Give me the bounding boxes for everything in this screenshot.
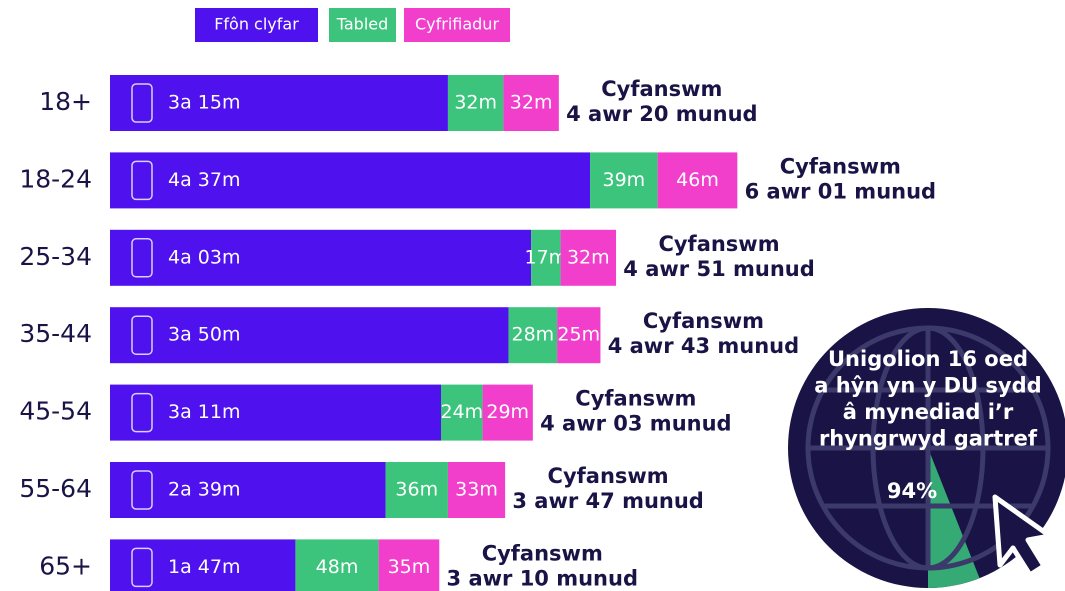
total-label: 4 awr 20 munud <box>566 102 757 126</box>
total-label: 3 awr 47 munud <box>512 489 703 513</box>
bar-label: 29m <box>486 401 529 423</box>
badge-text: a hŷn yn y DU sydd <box>814 374 1041 398</box>
category-label: 65+ <box>39 551 92 580</box>
category-label: 55-64 <box>19 474 92 503</box>
total-title: Cyfanswm <box>643 309 764 333</box>
badge-value: 94% <box>887 479 937 503</box>
total-label: 4 awr 43 munud <box>608 334 799 358</box>
bar-label: 3a 11m <box>168 401 240 423</box>
badge-text: rhyngrwyd gartref <box>819 427 1038 451</box>
bar-label: 2a 39m <box>168 479 240 501</box>
bar-label: 3a 50m <box>168 324 240 346</box>
bar-label: 48m <box>316 556 359 578</box>
total-label: 4 awr 51 munud <box>623 257 814 281</box>
legend-label: Cyfrifiadur <box>415 15 499 34</box>
bar-label: 33m <box>455 479 498 501</box>
total-title: Cyfanswm <box>548 464 669 488</box>
badge-text: â mynediad i’r <box>843 400 1014 424</box>
category-label: 25-34 <box>19 242 92 271</box>
legend-label: Ffôn clyfar <box>214 15 299 34</box>
bar-label: 28m <box>512 324 555 346</box>
total-title: Cyfanswm <box>482 541 603 565</box>
bar-label: 46m <box>676 169 719 191</box>
bar-label: 36m <box>395 479 438 501</box>
bar-label: 39m <box>602 169 645 191</box>
bar-segment <box>110 75 448 131</box>
bar-label: 4a 03m <box>168 246 240 268</box>
bar-label: 24m <box>440 401 483 423</box>
bar-label: 35m <box>388 556 431 578</box>
category-label: 45-54 <box>19 397 92 426</box>
bar-label: 3a 15m <box>168 92 240 114</box>
total-title: Cyfanswm <box>658 232 779 256</box>
badge-text: Unigolion 16 oed <box>828 347 1028 371</box>
category-label: 18-24 <box>19 164 92 193</box>
bar-segment <box>110 385 441 441</box>
legend-label: Tabled <box>336 15 389 34</box>
total-title: Cyfanswm <box>780 154 901 178</box>
total-title: Cyfanswm <box>575 387 696 411</box>
total-label: 4 awr 03 munud <box>540 412 731 436</box>
bar-label: 4a 37m <box>168 169 240 191</box>
total-label: 3 awr 10 munud <box>447 566 638 590</box>
chart: Unigolion 16 oed a hŷn yn y DU syddâ myne… <box>0 0 1065 591</box>
total-title: Cyfanswm <box>601 77 722 101</box>
bar-label: 1a 47m <box>168 556 240 578</box>
bar-label: 32m <box>567 246 610 268</box>
category-label: 35-44 <box>19 319 92 348</box>
total-label: 6 awr 01 munud <box>745 179 936 203</box>
category-label: 18+ <box>39 87 92 116</box>
bar-label: 32m <box>510 92 553 114</box>
bar-label: 25m <box>557 324 600 346</box>
bar-label: 32m <box>454 92 497 114</box>
